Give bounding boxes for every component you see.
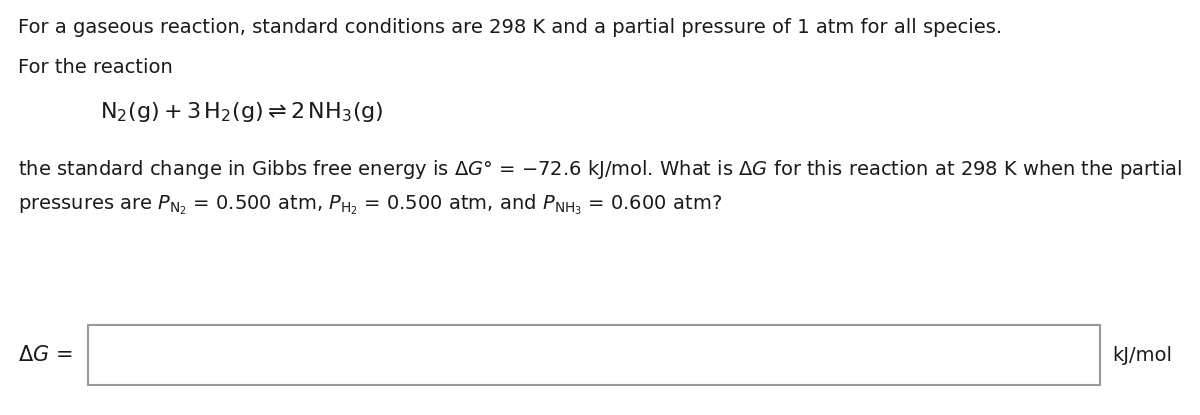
Text: kJ/mol: kJ/mol bbox=[1112, 346, 1172, 364]
Text: pressures are $P_{\mathrm{N_2}}$ = 0.500 atm, $P_{\mathrm{H_2}}$ = 0.500 atm, an: pressures are $P_{\mathrm{N_2}}$ = 0.500… bbox=[18, 192, 722, 217]
Text: For the reaction: For the reaction bbox=[18, 58, 173, 77]
Text: the standard change in Gibbs free energy is Δ$G$° = −72.6 kJ/mol. What is Δ$G$ f: the standard change in Gibbs free energy… bbox=[18, 158, 1182, 181]
Text: For a gaseous reaction, standard conditions are 298 K and a partial pressure of : For a gaseous reaction, standard conditi… bbox=[18, 18, 1002, 37]
Text: $\mathrm{N_2(g) + 3\,H_2(g) \rightleftharpoons 2\,NH_3(g)}$: $\mathrm{N_2(g) + 3\,H_2(g) \rightleftha… bbox=[100, 100, 384, 124]
Text: $\Delta G$ =: $\Delta G$ = bbox=[18, 345, 72, 365]
FancyBboxPatch shape bbox=[88, 325, 1100, 385]
